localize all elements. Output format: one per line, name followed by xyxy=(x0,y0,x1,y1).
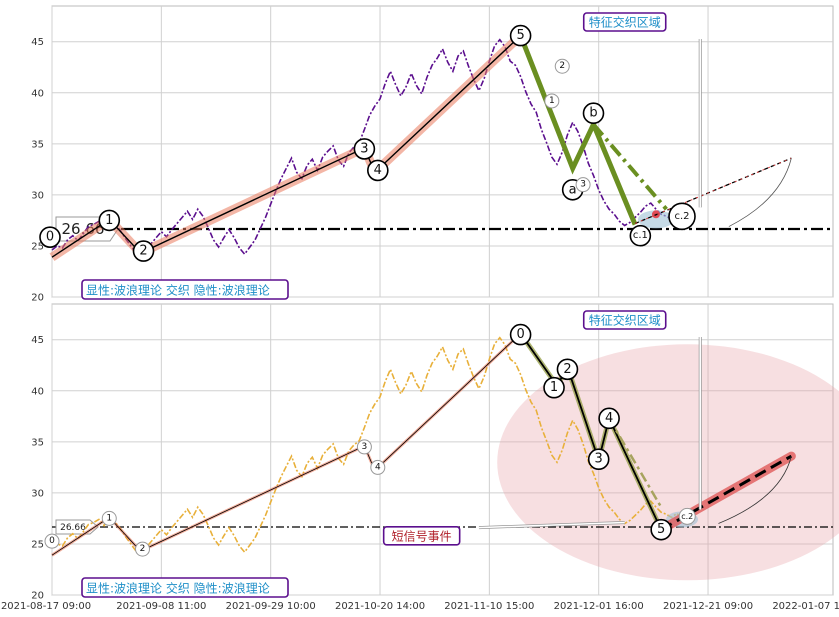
wave-label: 3 xyxy=(360,141,368,156)
y-tick-label: 30 xyxy=(31,190,44,201)
wave-label: 2 xyxy=(563,362,571,377)
method-label-box xyxy=(81,279,289,300)
sub-wave-marker xyxy=(575,177,591,193)
y-tick-label: 45 xyxy=(31,335,44,346)
y-tick-label: 35 xyxy=(31,437,44,448)
impulse-projection xyxy=(608,417,663,508)
wave-label: 2 xyxy=(139,244,147,259)
wave-marker xyxy=(629,224,652,247)
target-arc xyxy=(728,158,792,227)
y-tick-label: 25 xyxy=(31,539,44,550)
wave-label: 0 xyxy=(46,230,54,245)
x-tick-label: 2022-01-07 16:00 xyxy=(772,601,839,612)
event-arrow-inner xyxy=(478,521,625,529)
region-label-box xyxy=(582,310,667,330)
wave-label: b xyxy=(589,106,597,121)
method-label: 显性:波浪理论 交织 隐性:波浪理论 xyxy=(86,581,270,596)
wave-marker xyxy=(556,358,579,381)
wave-marker xyxy=(367,159,389,182)
sub-wave-marker xyxy=(44,533,60,549)
sub-wave-label: 0 xyxy=(49,536,55,546)
wave-label: a xyxy=(569,182,577,197)
wave-label: 0 xyxy=(516,327,524,342)
y-tick-label: 45 xyxy=(31,37,44,48)
chart-panel-bottom: 20253035404526.6601234012345c.2短信号事件2021… xyxy=(1,303,839,612)
wave-label: 1 xyxy=(550,380,558,395)
abc-projection xyxy=(591,123,668,211)
method-label-box xyxy=(81,577,289,598)
y-tick-label: 20 xyxy=(31,591,44,602)
sub-wave-marker xyxy=(554,58,570,74)
wave-label: 5 xyxy=(516,28,524,43)
y-tick-label: 25 xyxy=(31,241,44,252)
impulse-wave xyxy=(519,333,663,531)
signal-region xyxy=(497,344,839,581)
x-tick-label: 2021-09-29 10:00 xyxy=(226,601,316,612)
wave-label: 1 xyxy=(105,213,113,228)
wave-marker xyxy=(582,102,605,125)
sub-wave-label: 4 xyxy=(375,462,381,472)
event-label: 短信号事件 xyxy=(392,529,452,543)
wave-marker xyxy=(132,240,155,262)
plot-frame xyxy=(51,303,834,596)
sub-wave-marker xyxy=(544,93,560,109)
wave-marker xyxy=(509,323,532,346)
sub-wave-label: 2 xyxy=(559,61,565,71)
wave-marker xyxy=(509,24,532,47)
y-tick-label: 40 xyxy=(31,88,44,99)
sub-wave-marker xyxy=(678,507,696,525)
target-arc xyxy=(718,456,792,524)
y-tick-label: 40 xyxy=(31,386,44,397)
y-tick-label: 30 xyxy=(31,488,44,499)
wave-marker xyxy=(39,226,61,248)
x-tick-label: 2021-12-21 09:00 xyxy=(663,601,753,612)
wave-label: 4 xyxy=(374,163,382,178)
y-tick-label: 20 xyxy=(31,293,44,304)
price-series xyxy=(51,336,693,554)
sub-wave-marker xyxy=(356,439,372,455)
region-label: 特征交织区域 xyxy=(589,313,661,328)
sub-wave-label: 3 xyxy=(580,180,586,190)
wave-marker xyxy=(650,518,672,541)
x-tick-label: 2021-11-10 15:00 xyxy=(444,601,534,612)
sub-wave-label: 1 xyxy=(549,96,555,106)
sub-wave-label: 2 xyxy=(140,544,146,554)
wave-label: c.1 xyxy=(633,230,648,241)
sub-wave-label: c.2 xyxy=(681,512,693,521)
wave-marker xyxy=(668,202,696,231)
chart-panel-top: 20253035404526.66012345abc.1c.2123特征交织区域… xyxy=(31,5,834,304)
x-tick-label: 2021-10-20 14:00 xyxy=(335,601,425,612)
wave-line xyxy=(51,333,521,556)
x-tick-label: 2021-09-08 11:00 xyxy=(116,601,206,612)
sub-wave-marker xyxy=(101,510,117,526)
y-tick-label: 35 xyxy=(31,139,44,150)
sub-wave-label: 3 xyxy=(362,442,368,452)
sub-wave-marker xyxy=(370,459,386,475)
x-tick-label: 2021-12-01 16:00 xyxy=(554,601,644,612)
event-label-box xyxy=(382,525,461,546)
wave-label: 3 xyxy=(595,452,603,467)
wave-label: c.2 xyxy=(674,211,689,222)
method-label: 显性:波浪理论 交织 隐性:波浪理论 xyxy=(86,283,270,298)
sub-wave-label: 1 xyxy=(106,513,112,523)
wave-marker xyxy=(598,407,620,430)
reference-value-label: 26.66 xyxy=(60,523,86,533)
target-line-red xyxy=(634,157,792,224)
wave-marker xyxy=(543,376,565,399)
x-tick-label: 2021-08-17 09:00 xyxy=(1,601,91,612)
wave-marker xyxy=(353,138,376,160)
wave-line xyxy=(51,35,522,258)
region-label: 特征交织区域 xyxy=(589,15,661,30)
price-series xyxy=(51,38,693,256)
wave-marker xyxy=(98,209,121,232)
wave-label: 4 xyxy=(605,411,613,426)
sub-wave-marker xyxy=(135,541,151,557)
cluster-zone xyxy=(637,210,674,229)
plot-frame xyxy=(51,5,834,298)
wave-label: 5 xyxy=(657,522,665,537)
wave-marker xyxy=(587,448,610,471)
region-label-box xyxy=(582,12,667,32)
